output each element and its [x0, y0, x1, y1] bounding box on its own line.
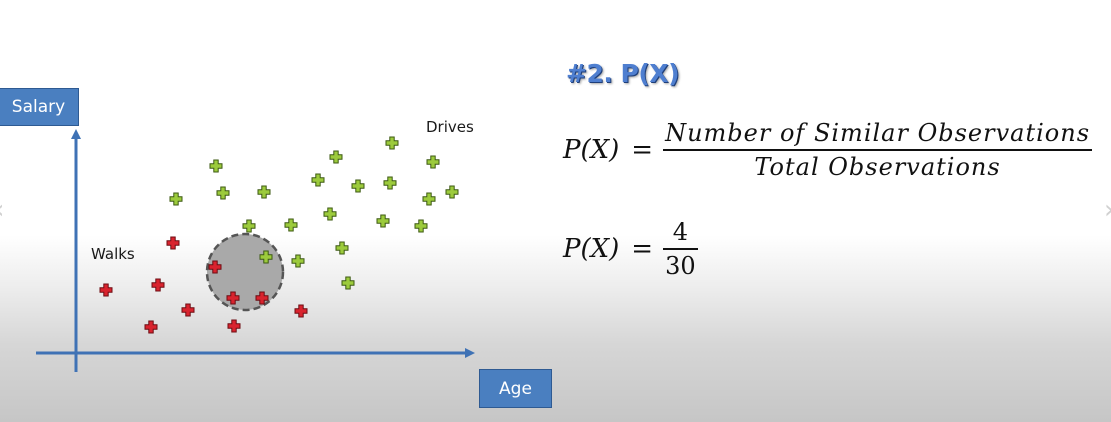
- fraction-bar: [663, 248, 698, 250]
- drives-point-20: [445, 185, 459, 199]
- y-axis-label-text: Salary: [11, 97, 66, 117]
- drives-point-13: [341, 276, 355, 290]
- points-layer: [99, 136, 459, 334]
- walks-point-6: [208, 260, 222, 274]
- drives-point-18: [426, 155, 440, 169]
- equals-sign: =: [631, 135, 654, 165]
- walks-point-1: [99, 283, 113, 297]
- chevron-left-icon[interactable]: ‹: [0, 195, 4, 225]
- x-axis-label: Age: [479, 369, 552, 408]
- walks-point-4: [181, 303, 195, 317]
- fraction-denominator: 30: [665, 252, 696, 280]
- fraction-numerator: Number of Similar Observations: [665, 119, 1091, 147]
- walks-point-5: [227, 319, 241, 333]
- fraction-denominator: Total Observations: [754, 153, 1001, 181]
- drives-point-0: [209, 159, 223, 173]
- walks-point-9: [294, 304, 308, 318]
- drives-point-11: [323, 207, 337, 221]
- fraction: Number of Similar Observations Total Obs…: [663, 117, 1093, 183]
- fraction: 4 30: [663, 216, 698, 282]
- fraction-numerator: 4: [672, 218, 688, 246]
- y-axis-label: Salary: [0, 88, 79, 126]
- formula-lhs: P(X): [563, 234, 620, 264]
- drives-point-16: [376, 214, 390, 228]
- drives-point-14: [385, 136, 399, 150]
- drives-point-4: [242, 219, 256, 233]
- formula-specific: P(X) = 4 30: [563, 216, 698, 282]
- drives-point-6: [259, 250, 273, 264]
- fraction-bar: [663, 149, 1093, 151]
- slide-title: #2. P(X): [566, 59, 680, 88]
- drives-point-7: [291, 254, 305, 268]
- equals-sign: =: [631, 234, 654, 264]
- drives-point-19: [422, 192, 436, 206]
- drives-point-12: [335, 241, 349, 255]
- drives-point-8: [311, 173, 325, 187]
- chevron-right-icon[interactable]: ›: [1104, 195, 1111, 225]
- walks-point-0: [166, 236, 180, 250]
- drives-point-3: [257, 185, 271, 199]
- drives-point-5: [284, 218, 298, 232]
- drives-point-17: [414, 219, 428, 233]
- drives-point-1: [216, 186, 230, 200]
- walks-point-8: [255, 291, 269, 305]
- drives-point-2: [169, 192, 183, 206]
- walks-point-2: [151, 278, 165, 292]
- formula-lhs: P(X): [563, 135, 620, 165]
- walks-point-3: [144, 320, 158, 334]
- drives-point-15: [383, 176, 397, 190]
- class-label-walks: Walks: [91, 245, 135, 263]
- drives-point-10: [351, 179, 365, 193]
- drives-point-9: [329, 150, 343, 164]
- x-axis-label-text: Age: [499, 378, 532, 399]
- class-label-drives: Drives: [426, 118, 474, 136]
- walks-point-7: [226, 291, 240, 305]
- selection-circle: [205, 232, 285, 312]
- formula-general: P(X) = Number of Similar Observations To…: [563, 117, 1093, 183]
